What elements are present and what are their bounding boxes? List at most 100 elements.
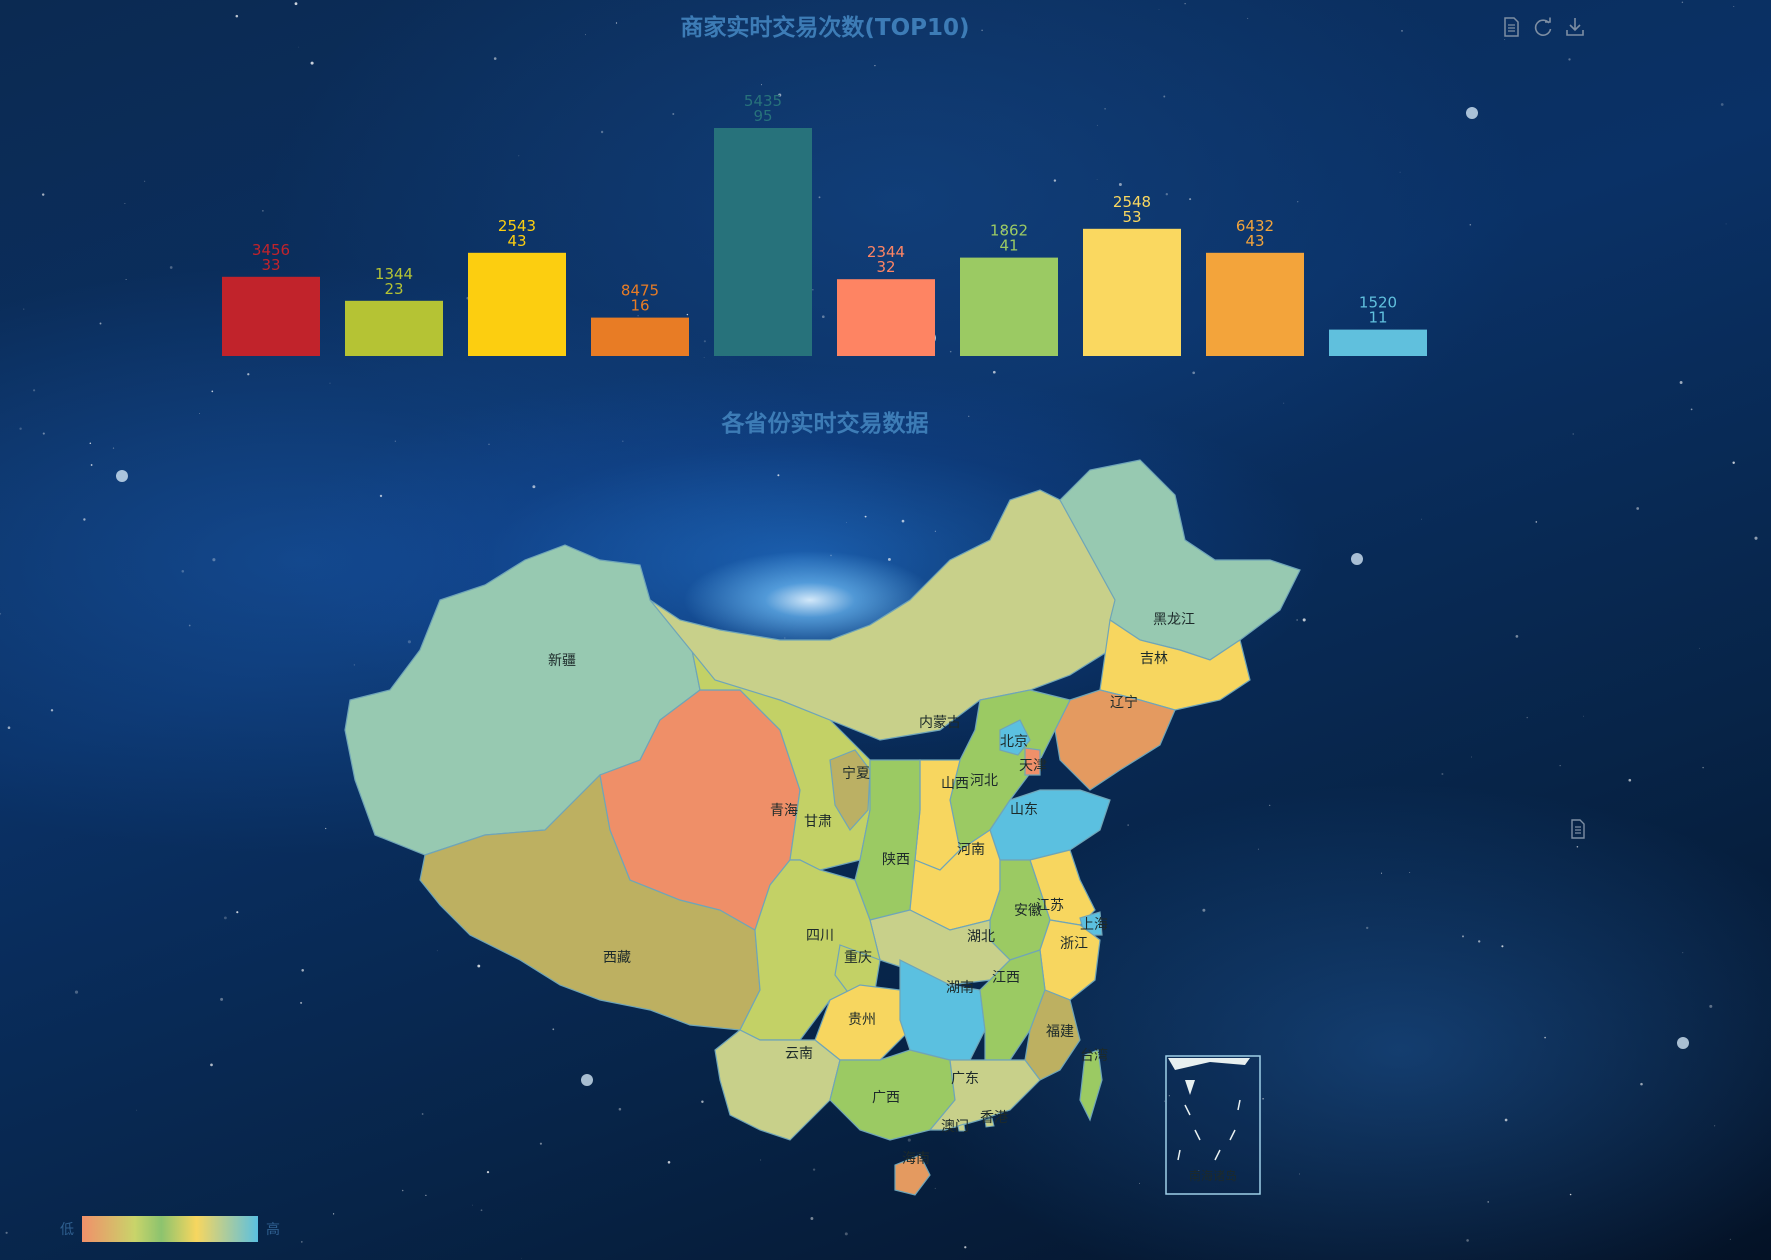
star [236,911,239,914]
data-view-icon[interactable] [1568,818,1588,840]
star [1679,381,1683,384]
star [188,624,191,627]
star [992,370,996,374]
star [1399,171,1401,173]
star [5,1231,8,1234]
star [1682,952,1684,954]
star [703,340,706,343]
province-liaoning[interactable] [1054,689,1176,791]
bar-2[interactable] [468,252,566,356]
province-yunnan[interactable] [714,1029,841,1141]
star [436,950,438,952]
star [667,1161,671,1164]
save-image-icon[interactable] [1564,16,1586,38]
star [810,1217,814,1220]
star [407,640,411,644]
star [42,432,45,435]
bar-8[interactable] [1206,252,1304,356]
star [89,442,92,445]
star [1720,103,1724,106]
star [332,1213,335,1215]
province-taiwan[interactable] [1079,1049,1103,1122]
star [1297,201,1299,203]
star [532,485,536,489]
star [401,1189,404,1192]
bar-data-label-7: 2548 53 [1113,193,1151,226]
star [1269,804,1271,807]
star [1504,1118,1508,1122]
star [353,664,356,666]
star [1283,402,1285,404]
label-xizang: 西藏 [603,950,631,966]
star [329,382,331,384]
province-hongkong[interactable] [984,1117,995,1128]
star [379,494,383,498]
star [1165,193,1168,196]
bar-data-label-0: 3456 33 [252,241,290,274]
inset-label: 南海诸岛 [1189,1168,1237,1183]
south-china-sea-inset: 南海诸岛 [1165,1055,1261,1195]
bar-0[interactable] [222,276,320,356]
bar-3[interactable] [591,317,689,356]
visual-map-gradient-bar[interactable] [82,1216,258,1242]
star [1469,224,1472,226]
province-jiangxi[interactable] [979,949,1046,1061]
label-guangxi: 广西 [872,1090,900,1106]
label-yunnan: 云南 [785,1046,813,1062]
label-henan: 河南 [957,842,985,858]
star [1466,1239,1469,1242]
star [934,530,936,532]
bar-chart: 3456 33 1344 23 2543 43 8475 16 5435 95 2344 32 1862… [222,92,1427,356]
label-sichuan: 四川 [806,928,834,944]
star [778,93,782,97]
star [622,440,624,442]
star [74,990,79,994]
label-hubei: 湖北 [967,929,995,945]
province-guangdong[interactable] [928,1059,1041,1131]
star [518,155,520,157]
star [83,518,86,521]
star [1158,9,1160,11]
star [1478,940,1481,943]
restore-icon[interactable] [1532,16,1554,38]
label-beijing: 北京 [1000,734,1028,750]
label-gansu: 甘肃 [804,814,832,830]
bar-6[interactable] [960,257,1058,356]
bar-9[interactable] [1329,329,1427,356]
star [1420,518,1422,520]
star [1409,872,1411,873]
province-beijing[interactable] [999,719,1031,756]
star [907,1138,911,1142]
star [493,57,497,60]
label-xinjiang: 新疆 [548,653,576,669]
star [618,1107,622,1111]
star [1104,107,1106,110]
label-hunan: 湖南 [946,980,974,996]
star [1302,618,1306,622]
label-qinghai: 青海 [770,803,798,819]
bar-7[interactable] [1083,228,1181,356]
province-hainan[interactable] [894,1154,931,1196]
star [521,1257,522,1259]
star [19,427,22,430]
star [136,1109,138,1111]
star [864,515,867,518]
star [1401,29,1403,32]
province-ningxia[interactable] [829,749,871,832]
data-view-icon[interactable] [1500,16,1522,38]
bar-4[interactable] [714,128,812,356]
bar-5[interactable] [837,279,935,356]
star [1515,635,1519,638]
province-macau[interactable] [957,1123,966,1132]
star [325,827,327,830]
star [1636,507,1640,510]
star [777,474,780,477]
bar-1[interactable] [345,300,443,356]
province-tianjin[interactable] [1024,747,1041,776]
star [7,726,11,729]
star [585,34,586,36]
star [1628,778,1632,782]
star [480,1209,483,1212]
star [300,1001,303,1004]
star [1583,715,1584,717]
